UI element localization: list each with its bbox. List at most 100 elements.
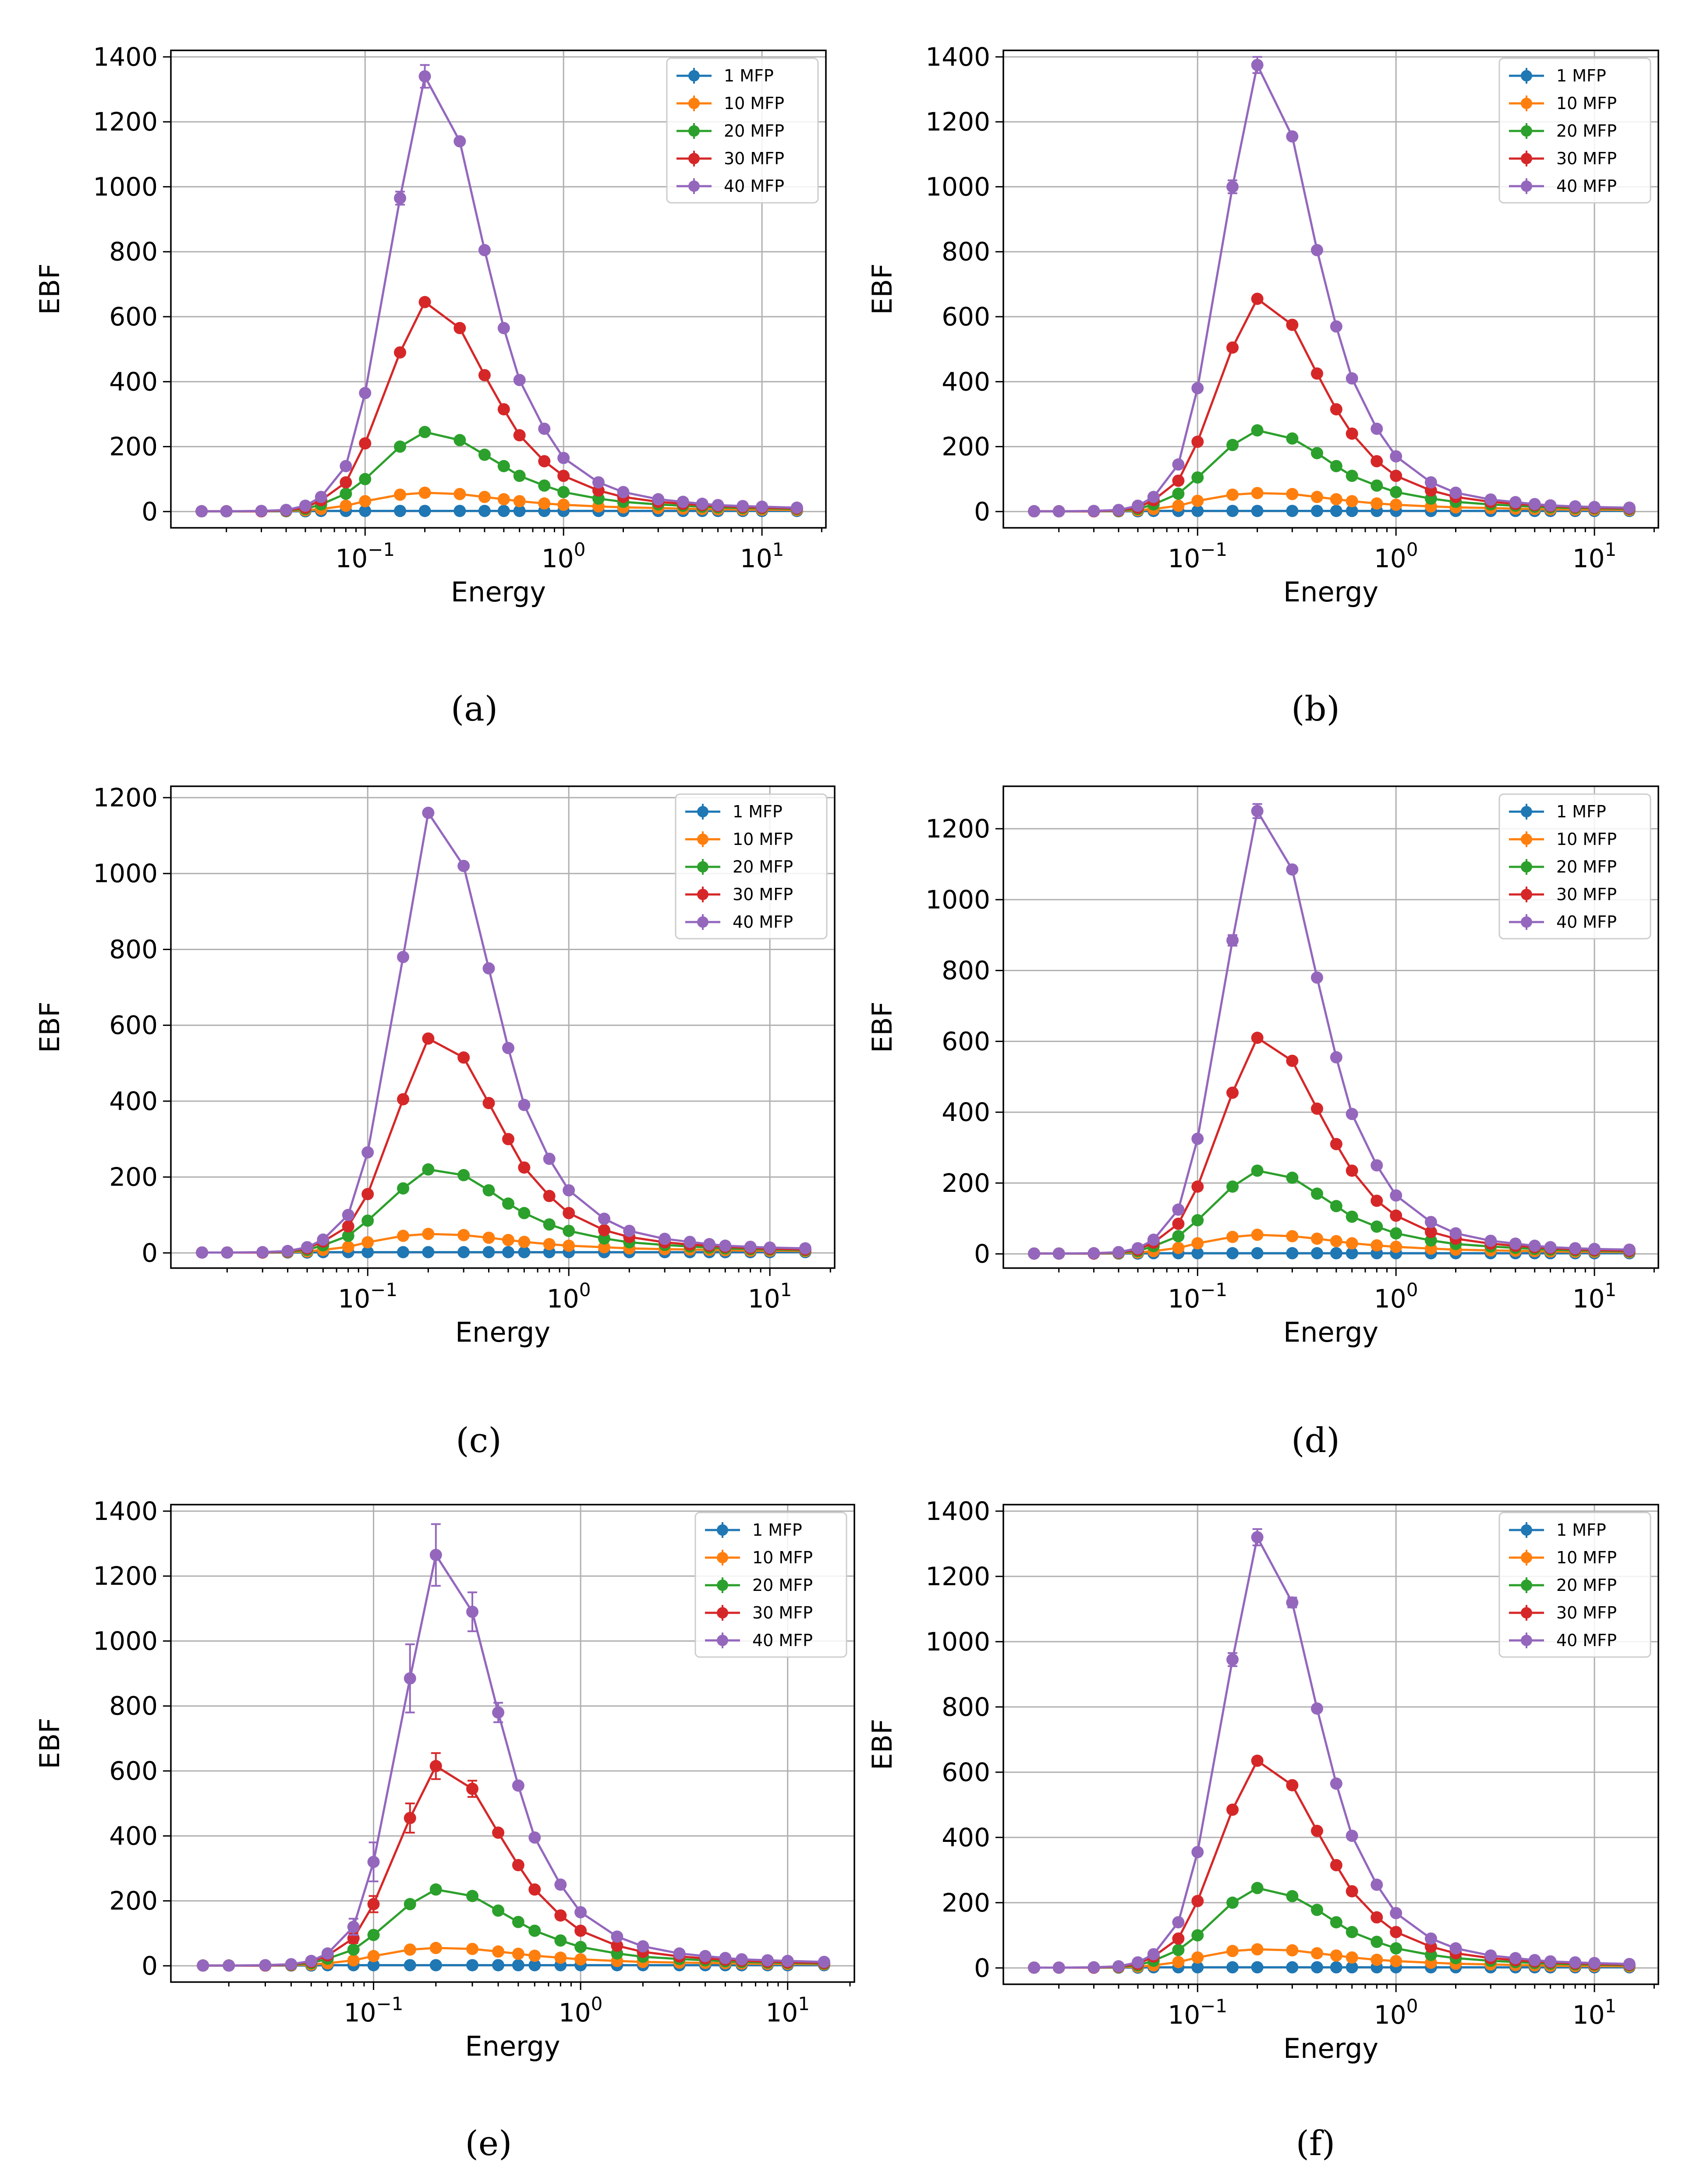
panel-caption: (c) <box>456 1421 502 1460</box>
data-point <box>1623 1243 1636 1256</box>
data-point <box>482 962 495 975</box>
y-tick-label: 800 <box>109 237 158 267</box>
x-tick-label: 100 <box>1374 539 1418 573</box>
data-point <box>719 1239 732 1252</box>
data-point <box>512 1859 524 1872</box>
legend-label: 30 MFP <box>752 1603 813 1622</box>
data-point <box>359 387 372 399</box>
data-point <box>1286 1890 1299 1902</box>
x-tick-label: 100 <box>1374 1995 1418 2030</box>
data-point <box>1286 1944 1299 1957</box>
data-point <box>1330 1777 1342 1790</box>
data-point <box>592 476 605 489</box>
data-point <box>1390 1907 1402 1919</box>
data-point <box>518 1161 531 1174</box>
data-point <box>1544 1955 1557 1968</box>
data-point <box>497 460 510 473</box>
data-point <box>1286 488 1299 500</box>
data-point <box>1310 1702 1323 1715</box>
legend-label: 10 MFP <box>752 1548 813 1567</box>
data-point <box>453 488 466 500</box>
data-point <box>367 1898 380 1911</box>
data-point <box>543 1152 556 1165</box>
data-point <box>1172 1916 1185 1929</box>
data-point <box>1528 1954 1541 1966</box>
data-point <box>1390 1942 1402 1955</box>
data-point <box>418 505 431 517</box>
data-point <box>285 1958 297 1971</box>
data-point <box>563 1184 575 1197</box>
data-point <box>1390 1209 1402 1222</box>
data-point <box>543 1238 556 1251</box>
y-tick-label: 800 <box>109 1691 158 1721</box>
panel-caption: (b) <box>1291 689 1340 729</box>
data-point <box>497 505 510 517</box>
legend-marker <box>697 889 708 900</box>
chart-panel-b: 10−1 100 101 0 200 400 600 800 1000 1200 1400 Energ… <box>866 42 1659 729</box>
data-point <box>1112 1960 1125 1973</box>
chart-panel-a: 10−1 100 101 0 200 400 600 800 1000 1200 1400 Energ… <box>34 42 827 729</box>
data-point <box>422 1246 435 1258</box>
data-point <box>223 1959 235 1972</box>
data-point <box>1509 1952 1522 1965</box>
data-point <box>1251 1754 1264 1767</box>
data-point <box>1310 1824 1323 1837</box>
data-point <box>1226 1896 1239 1909</box>
legend-marker <box>717 1552 728 1563</box>
legend-box <box>666 57 819 204</box>
data-point <box>1251 1164 1264 1177</box>
data-point <box>457 1229 470 1241</box>
data-point <box>699 1950 712 1962</box>
data-point <box>1346 1961 1358 1974</box>
legend-marker <box>1521 1580 1532 1591</box>
legend-label: 10 MFP <box>733 830 793 849</box>
data-point <box>1509 496 1522 509</box>
data-point <box>1371 1220 1383 1233</box>
data-point <box>574 1940 587 1953</box>
data-point <box>557 486 570 498</box>
data-point <box>1310 244 1323 257</box>
data-point <box>492 1945 505 1958</box>
y-tick-label: 600 <box>942 1026 990 1056</box>
data-point <box>574 1906 587 1919</box>
data-point <box>756 500 769 513</box>
y-tick-label: 1200 <box>925 1562 990 1591</box>
data-point <box>482 1097 495 1110</box>
data-point <box>1191 1929 1204 1942</box>
data-point <box>1330 1916 1342 1929</box>
data-point <box>513 495 526 508</box>
data-point <box>1286 1779 1299 1792</box>
data-point <box>518 1236 531 1248</box>
x-tick-label: 100 <box>547 1279 591 1314</box>
legend-marker <box>1521 806 1532 817</box>
y-tick-label: 0 <box>142 1238 158 1268</box>
data-point <box>528 1924 541 1937</box>
data-point <box>457 1169 470 1181</box>
y-tick-label: 200 <box>109 1886 158 1916</box>
legend-marker <box>1521 153 1532 164</box>
data-point <box>347 1954 360 1967</box>
x-axis-label: Energy <box>451 576 546 608</box>
legend-marker <box>1521 70 1532 81</box>
y-tick-label: 200 <box>942 432 990 462</box>
data-point <box>781 1954 794 1967</box>
data-point <box>1588 1957 1601 1969</box>
data-point <box>466 1605 479 1618</box>
data-point <box>1330 460 1342 473</box>
legend-label: 20 MFP <box>1556 1576 1617 1595</box>
data-point <box>1346 1108 1358 1120</box>
y-tick-label: 400 <box>942 367 990 396</box>
data-point <box>1172 1230 1185 1243</box>
data-point <box>1147 1948 1160 1961</box>
data-point <box>404 1672 416 1685</box>
data-point <box>1371 1159 1383 1172</box>
data-point <box>422 1032 435 1045</box>
y-tick-label: 600 <box>109 302 158 332</box>
data-point <box>1330 1247 1342 1260</box>
legend-label: 20 MFP <box>733 857 793 876</box>
y-tick-label: 1400 <box>925 42 990 72</box>
data-point <box>342 1220 354 1233</box>
data-point <box>1484 1234 1497 1247</box>
data-point <box>1330 1859 1342 1872</box>
y-tick-label: 1000 <box>925 1627 990 1657</box>
